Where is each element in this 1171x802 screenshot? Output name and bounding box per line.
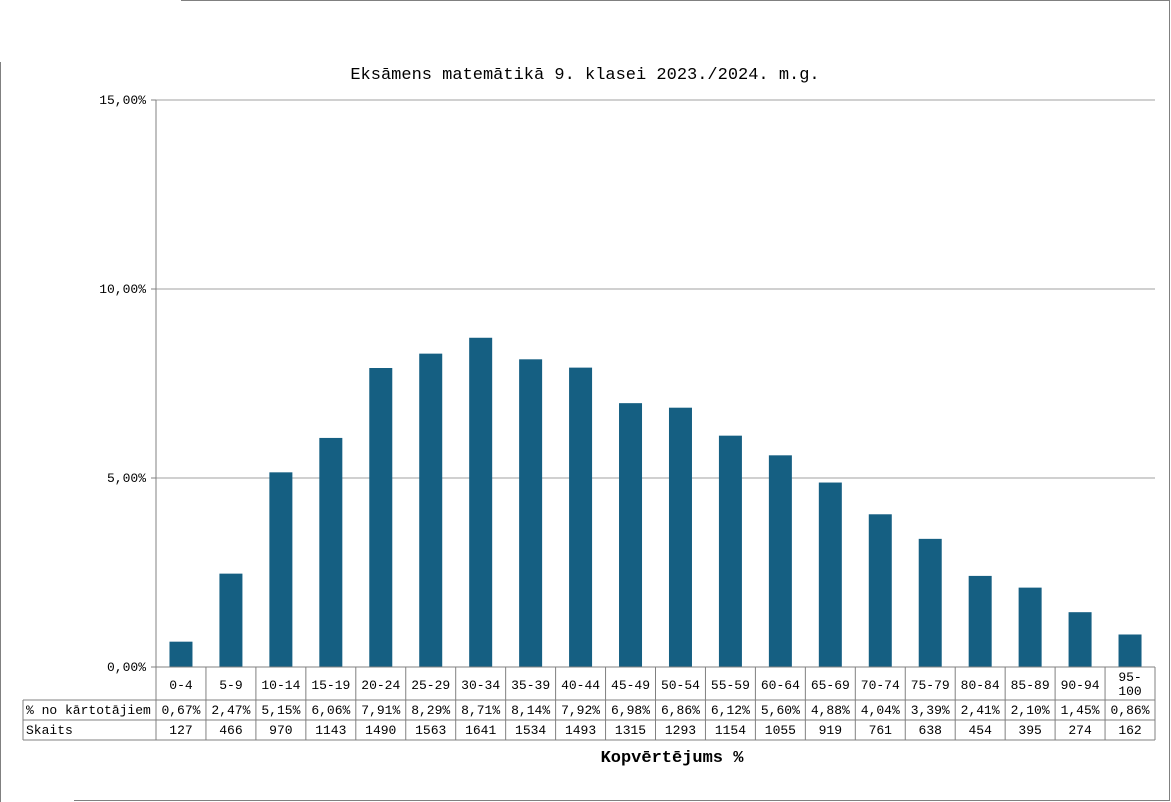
table-cell: 1534 (515, 723, 546, 738)
bar (1118, 634, 1142, 667)
data-table: 0-4 5-9 10-14 15-19 20-24 25-29 30-34 35-39 40-4… (22, 666, 1156, 741)
category-label: 15-19 (311, 678, 350, 693)
table-cell: 454 (968, 723, 992, 738)
category-label: 40-44 (561, 678, 600, 693)
frame-bottom-border (74, 800, 1170, 801)
category-label: 0-4 (169, 678, 193, 693)
table-cell: 1143 (315, 723, 346, 738)
y-tick-label: 10,00% (99, 282, 146, 297)
table-cell: 466 (219, 723, 242, 738)
table-cell: 3,39% (911, 703, 950, 718)
category-label: 20-24 (361, 678, 400, 693)
table-cell: 7,91% (361, 703, 400, 718)
y-axis-ticks: 0,00% 5,00% 10,00% 15,00% (99, 93, 157, 675)
table-cell: 5,60% (761, 703, 800, 718)
table-cell: 1154 (715, 723, 746, 738)
frame-left-border (0, 62, 1, 802)
y-tick-label: 0,00% (107, 660, 146, 675)
table-cell: 6,98% (611, 703, 650, 718)
table-cell: 162 (1118, 723, 1141, 738)
category-label: 70-74 (861, 678, 900, 693)
table-cell: 8,14% (511, 703, 550, 718)
category-label: 85-89 (1011, 678, 1050, 693)
table-cell: 1293 (665, 723, 696, 738)
table-cell: 8,29% (411, 703, 450, 718)
bar (1018, 587, 1042, 667)
table-cell: 2,41% (961, 703, 1000, 718)
table-cell: 6,86% (661, 703, 700, 718)
table-cell: 1315 (615, 723, 646, 738)
chart-title: Eksāmens matemātikā 9. klasei 2023./2024… (350, 66, 819, 85)
table-cell: 1,45% (1061, 703, 1100, 718)
bar (768, 455, 792, 667)
category-label: 50-54 (661, 678, 700, 693)
table-cell: 1563 (415, 723, 446, 738)
bars (169, 337, 1142, 667)
y-tick-label: 5,00% (107, 471, 146, 486)
table-cell: 6,12% (711, 703, 750, 718)
table-cell: 6,06% (311, 703, 350, 718)
table-cell: 761 (869, 723, 893, 738)
grid-lines (156, 99, 1155, 479)
category-label: 75-79 (911, 678, 950, 693)
bar (219, 573, 243, 667)
category-label: 10-14 (261, 678, 300, 693)
bar (818, 482, 842, 667)
bar (369, 368, 393, 667)
category-label: 90-94 (1061, 678, 1100, 693)
category-label: 80-84 (961, 678, 1000, 693)
bar (668, 407, 692, 667)
bar (968, 575, 992, 667)
bar (419, 353, 443, 667)
bar (169, 641, 193, 667)
table-cell: 395 (1018, 723, 1041, 738)
table-cell: 1055 (765, 723, 796, 738)
category-label: 25-29 (411, 678, 450, 693)
table-cell: 970 (269, 723, 292, 738)
table-cell: 8,71% (461, 703, 500, 718)
bar (319, 437, 343, 667)
table-cell: 919 (819, 723, 842, 738)
table-cell: 274 (1068, 723, 1092, 738)
category-label: 5-9 (219, 678, 242, 693)
category-label: 65-69 (811, 678, 850, 693)
bar (718, 435, 742, 667)
table-cell: 2,47% (211, 703, 250, 718)
category-label: 30-34 (461, 678, 500, 693)
table-cell: 1493 (565, 723, 596, 738)
table-cell: 5,15% (261, 703, 300, 718)
category-label: 55-59 (711, 678, 750, 693)
bar (469, 337, 493, 667)
table-cell: 7,92% (561, 703, 600, 718)
table-cell: 2,10% (1011, 703, 1050, 718)
category-label: 60-64 (761, 678, 800, 693)
bar (1068, 612, 1092, 667)
table-cell: 127 (169, 723, 192, 738)
frame-right-border (1169, 0, 1170, 801)
bar (269, 472, 293, 667)
y-tick-label: 15,00% (99, 93, 146, 108)
table-row-label: Skaits (26, 723, 73, 738)
category-label: 95-100 (1118, 670, 1141, 699)
bar (519, 359, 543, 667)
bar (619, 403, 643, 667)
bar (918, 538, 942, 667)
table-cell: 0,86% (1111, 703, 1150, 718)
table-cell: 4,04% (861, 703, 900, 718)
frame-top-border (181, 0, 1170, 1)
category-label: 35-39 (511, 678, 550, 693)
table-cell: 4,88% (811, 703, 850, 718)
table-cell: 1490 (365, 723, 396, 738)
category-label: 45-49 (611, 678, 650, 693)
table-cell: 638 (919, 723, 942, 738)
x-axis-label: Kopvērtējums % (601, 749, 745, 768)
table-row-label: % no kārtotājiem (26, 703, 151, 718)
bar (569, 367, 593, 667)
table-cell: 1641 (465, 723, 496, 738)
table-cell: 0,67% (161, 703, 200, 718)
bar (868, 514, 892, 667)
